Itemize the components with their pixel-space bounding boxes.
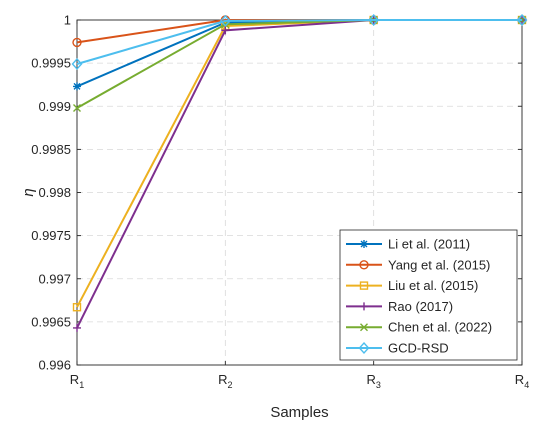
legend-entry: Yang et al. (2015) <box>346 257 490 272</box>
point-marker <box>360 240 368 248</box>
point-marker <box>73 82 81 91</box>
point-marker <box>73 323 81 332</box>
y-tick-label: 0.9965 <box>31 314 71 329</box>
y-tick-label: 1 <box>64 13 71 28</box>
point-marker <box>72 37 82 48</box>
x-tick-label: R4 <box>515 372 529 390</box>
point-marker <box>71 57 83 71</box>
legend: Li et al. (2011) Yang et al. (2015) Liu et… <box>339 229 518 361</box>
legend-label: Rao (2017) <box>388 299 453 314</box>
legend-entry: Rao (2017) <box>346 299 453 314</box>
point-marker <box>516 13 528 27</box>
series-line <box>76 19 522 88</box>
point-marker <box>73 103 81 112</box>
legend-entry: Liu et al. (2015) <box>346 278 478 293</box>
x-tick-label: R3 <box>366 372 380 390</box>
legend-box <box>339 229 518 361</box>
y-axis-title: η <box>20 188 37 196</box>
x-tick-label: R1 <box>70 372 84 390</box>
legend-entry: Chen et al. (2022) <box>346 320 492 335</box>
legend-label: Chen et al. (2022) <box>388 320 492 335</box>
series-1 <box>73 16 526 91</box>
y-tick-label: 0.996 <box>38 358 71 373</box>
legend-label: GCD-RSD <box>388 341 449 356</box>
x-tick-label: R2 <box>218 372 232 390</box>
y-tick-label: 0.9985 <box>31 142 71 157</box>
legend-entry: GCD-RSD <box>346 341 449 356</box>
point-marker <box>359 260 369 270</box>
y-tick-label: 0.997 <box>38 271 71 286</box>
point-marker <box>368 13 380 27</box>
point-marker <box>219 14 231 27</box>
y-tick-label: 0.998 <box>38 185 71 200</box>
series-group <box>71 13 528 332</box>
point-marker <box>221 26 230 35</box>
series-5 <box>73 16 526 112</box>
point-marker <box>360 302 368 311</box>
legend-label: Li et al. (2011) <box>388 237 470 252</box>
point-marker <box>72 303 82 312</box>
series-line <box>76 19 522 65</box>
y-tick-label: 0.999 <box>38 99 71 114</box>
y-tick-label: 0.9995 <box>31 56 71 71</box>
point-marker <box>360 323 368 332</box>
legend-label: Yang et al. (2015) <box>388 257 490 272</box>
x-axis-title: Samples <box>270 404 328 421</box>
y-tick-label: 0.9975 <box>31 228 71 243</box>
point-marker <box>358 341 370 355</box>
legend-label: Liu et al. (2015) <box>388 278 478 293</box>
legend-entry: Li et al. (2011) <box>346 237 470 252</box>
series-6 <box>71 13 528 71</box>
point-marker <box>359 281 369 290</box>
